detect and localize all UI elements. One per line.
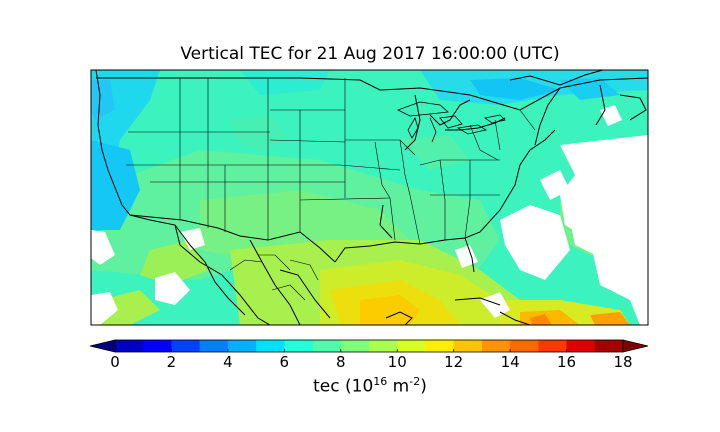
colorbar-segment (566, 340, 596, 352)
colorbar-segment (312, 340, 342, 352)
colorbar-tick-label: 16 (557, 353, 577, 371)
colorbar-frame (114, 339, 624, 353)
boundaries (95, 70, 648, 325)
colorbar-tick-label: 0 (110, 353, 120, 371)
map-frame (90, 69, 649, 326)
colorbar-segment (425, 340, 455, 352)
colorbar-segment (510, 340, 539, 352)
colorbar-tick-label: 14 (500, 353, 520, 371)
colorbar-tick-label: 8 (335, 353, 346, 371)
colorbar-label-exponent-1: 16 (373, 375, 388, 388)
colorbar (89, 339, 649, 353)
colorbar-tick-label: 2 (166, 353, 177, 371)
colorbar-segment (256, 340, 285, 352)
colorbar-segment (369, 340, 398, 352)
colorbar-segment (594, 340, 624, 352)
colorbar-tick-label: 10 (387, 353, 407, 371)
colorbar-segment (538, 340, 568, 352)
state-lines (126, 78, 536, 301)
colorbar-arrow-max (622, 339, 649, 353)
colorbar-tick-label: 4 (223, 353, 233, 371)
colorbar-label-exponent-2: -2 (409, 375, 421, 388)
colorbar-segment (284, 340, 314, 352)
colorbar-tick-label: 12 (444, 353, 464, 371)
colorbar-segment (340, 340, 370, 352)
colorbar-label-end: ) (420, 376, 427, 397)
plot-title: Vertical TEC for 21 Aug 2017 16:00:00 (U… (180, 44, 560, 64)
colorbar-label-unit: m (387, 376, 410, 397)
tec-field (91, 70, 648, 325)
no-data-regions (91, 105, 648, 325)
colorbar-segment (481, 340, 511, 352)
great-lakes (396, 101, 506, 143)
colorbar-label: tec (1016 m-2) (0, 375, 720, 397)
colorbar-tick-label: 18 (613, 353, 633, 371)
colorbar-segment (171, 340, 201, 352)
colorbar-segment (453, 340, 483, 352)
colorbar-segment (115, 340, 144, 352)
colorbar-label-main: tec (10 (313, 376, 374, 397)
colorbar-segment (397, 340, 426, 352)
colorbar-segment (143, 340, 172, 352)
colorbar-segment (199, 340, 229, 352)
colorbar-arrow-min (89, 339, 116, 353)
colorbar-segment (227, 340, 257, 352)
colorbar-tick-label: 6 (279, 353, 290, 371)
